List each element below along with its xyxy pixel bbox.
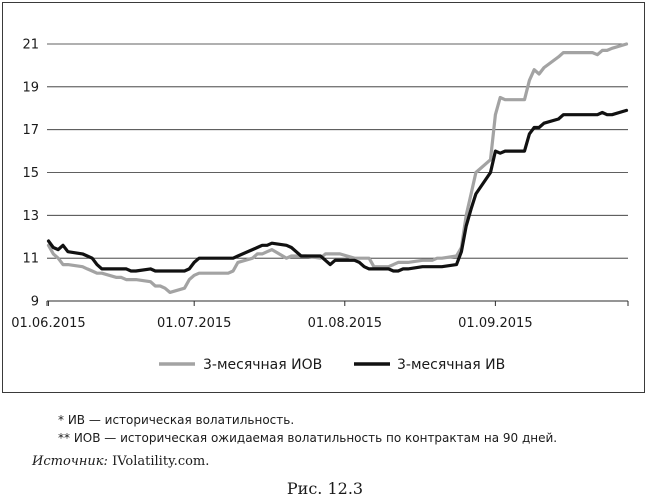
source-label: Источник: [32,454,108,469]
legend-label-iov: 3-месячная ИОВ [203,357,322,373]
x-tick-label: 01.09.2015 [458,316,532,331]
legend: 3-месячная ИОВ 3-месячная ИВ [159,357,505,373]
y-tick-label: 21 [22,38,39,53]
x-tick-label: 01.08.2015 [308,316,382,331]
series-lines [46,42,629,294]
legend-label-iv: 3-месячная ИВ [397,357,505,373]
axes [46,300,629,306]
y-tick-label: 15 [22,166,39,181]
y-tick-label: 17 [22,123,39,138]
tick-labels: 9 11 13 15 17 19 21 01.06.2015 01.07.2015 01.08.2… [11,38,532,332]
source-value: IVolatility.com. [112,454,210,469]
x-tick-label: 01.07.2015 [157,316,231,331]
y-tick-label: 11 [22,252,39,267]
series-line-iov [46,42,629,294]
figure-caption: Рис. 12.3 [286,479,364,498]
y-tick-label: 9 [31,295,39,310]
footnote-iov: ** ИОВ — историческая ожидаемая волатиль… [58,431,558,445]
volatility-line-chart: 9 11 13 15 17 19 21 01.06.2015 01.07.2015 01.08.2… [11,38,629,373]
y-tick-label: 13 [22,209,39,224]
footnote-iv: * ИВ — историческая волатильность. [58,413,295,427]
x-tick-label: 01.06.2015 [11,316,85,331]
chart-frame: 9 11 13 15 17 19 21 01.06.2015 01.07.2015 01.08.2… [2,2,645,393]
gridlines [47,43,628,259]
series-line-iv [46,108,629,273]
y-tick-label: 19 [22,80,39,95]
source-line: Источник: IVolatility.com. [32,454,209,469]
